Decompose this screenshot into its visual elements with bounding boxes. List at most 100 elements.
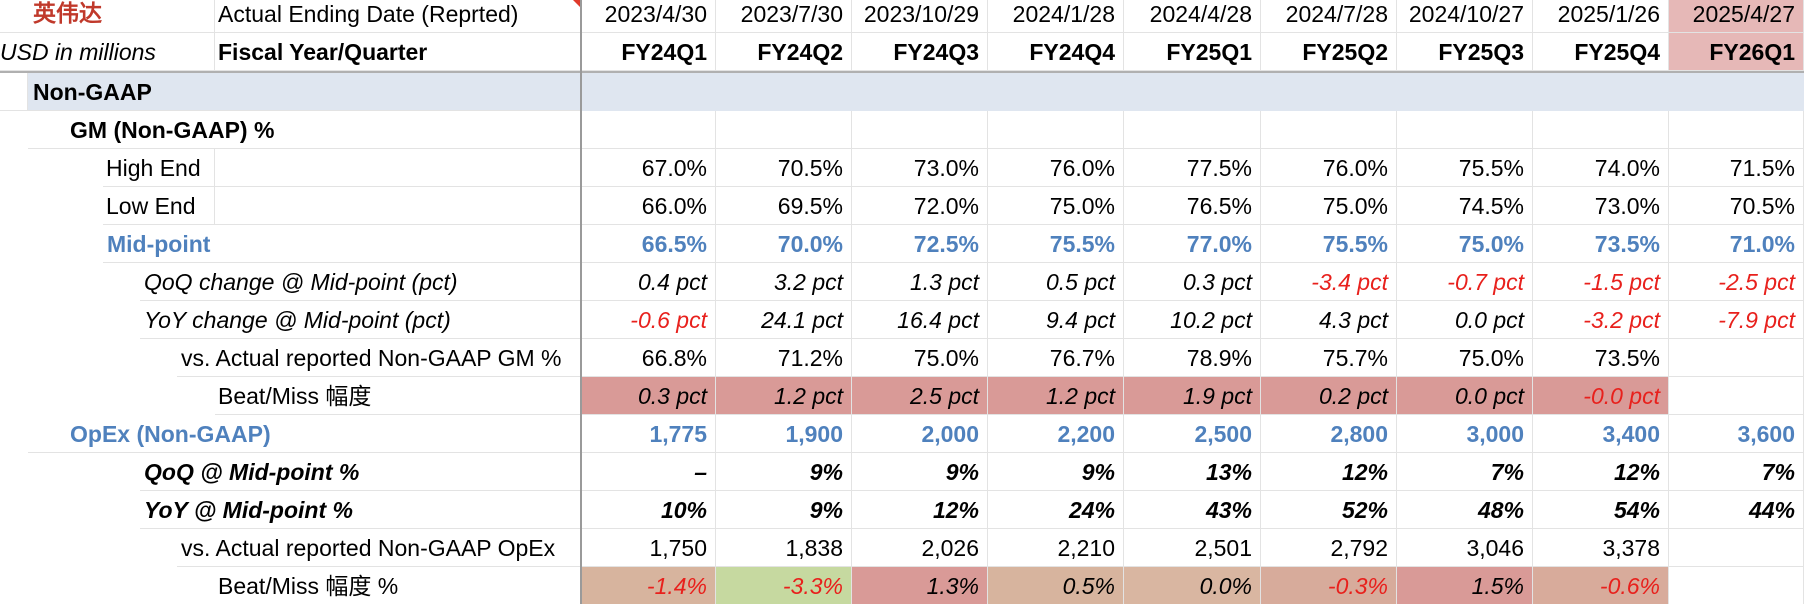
value-cell[interactable]: 71.0% [1669,225,1804,263]
date-label-cell[interactable]: Actual Ending Date (Reprted) [215,0,582,33]
row-label-cell[interactable]: vs. Actual reported Non-GAAP OpEx [177,529,582,567]
row-label-cell[interactable]: Beat/Miss 幅度 [215,377,582,415]
section-label-cell[interactable]: Non-GAAP [28,73,582,111]
value-cell[interactable]: 9% [988,453,1124,491]
row-label-cell[interactable]: vs. Actual reported Non-GAAP GM % [177,339,582,377]
value-cell[interactable]: 0.0% [1124,567,1261,604]
value-cell[interactable]: 0.3 pct [1124,263,1261,301]
brand-cell[interactable]: 英伟达 [0,0,215,33]
quarter-cell[interactable]: FY26Q1 [1669,33,1804,71]
value-cell[interactable]: -0.6% [1533,567,1669,604]
value-cell[interactable]: 1,750 [582,529,716,567]
value-cell[interactable]: 73.5% [1533,225,1669,263]
date-cell[interactable]: 2025/4/27 [1669,0,1804,33]
value-cell[interactable]: 2,800 [1261,415,1397,453]
value-cell[interactable]: 3,400 [1533,415,1669,453]
unit-label-cell[interactable]: USD in millions [0,33,215,71]
value-cell[interactable] [852,111,988,149]
value-cell[interactable]: 1,775 [582,415,716,453]
value-cell[interactable]: 0.4 pct [582,263,716,301]
value-cell[interactable]: 75.0% [1397,225,1533,263]
date-cell[interactable]: 2025/1/26 [1533,0,1669,33]
value-cell[interactable] [988,111,1124,149]
value-cell[interactable]: 2,792 [1261,529,1397,567]
value-cell[interactable]: 75.7% [1261,339,1397,377]
value-cell[interactable]: 12% [1533,453,1669,491]
quarter-cell[interactable]: FY25Q3 [1397,33,1533,71]
value-cell[interactable]: 44% [1669,491,1804,529]
value-cell[interactable]: 77.0% [1124,225,1261,263]
value-cell[interactable]: 0.0 pct [1397,301,1533,339]
value-cell[interactable]: 9% [852,453,988,491]
value-cell[interactable]: 10.2 pct [1124,301,1261,339]
value-cell[interactable]: 74.5% [1397,187,1533,225]
value-cell[interactable]: 7% [1397,453,1533,491]
value-cell[interactable]: 16.4 pct [852,301,988,339]
row-label-cell[interactable]: YoY change @ Mid-point (pct) [140,301,582,339]
value-cell[interactable]: 2,000 [852,415,988,453]
value-cell[interactable]: 2,501 [1124,529,1261,567]
value-cell[interactable]: -0.7 pct [1397,263,1533,301]
value-cell[interactable]: 70.0% [716,225,852,263]
quarter-cell[interactable]: FY25Q4 [1533,33,1669,71]
value-cell[interactable]: 76.0% [988,149,1124,187]
row-gutter-cell[interactable] [0,73,28,111]
date-cell[interactable]: 2024/4/28 [1124,0,1261,33]
value-cell[interactable]: 66.5% [582,225,716,263]
value-cell[interactable]: 9% [716,491,852,529]
value-cell[interactable]: 67.0% [582,149,716,187]
value-cell[interactable]: 75.0% [1261,187,1397,225]
value-cell[interactable]: 1.5% [1397,567,1533,604]
value-cell[interactable]: 7% [1669,453,1804,491]
value-cell[interactable] [716,111,852,149]
value-cell[interactable] [1124,111,1261,149]
row-label-cell[interactable]: QoQ @ Mid-point % [140,453,582,491]
value-cell[interactable]: 0.3 pct [582,377,716,415]
value-cell[interactable] [1669,111,1804,149]
quarter-cell[interactable]: FY24Q4 [988,33,1124,71]
value-cell[interactable]: 74.0% [1533,149,1669,187]
value-cell[interactable]: 1,838 [716,529,852,567]
value-cell[interactable]: 9% [716,453,852,491]
date-cell[interactable]: 2024/10/27 [1397,0,1533,33]
value-cell[interactable]: 0.5 pct [988,263,1124,301]
value-cell[interactable]: 1.2 pct [988,377,1124,415]
quarter-cell[interactable]: FY24Q1 [582,33,716,71]
value-cell[interactable]: -3.3% [716,567,852,604]
value-cell[interactable]: 75.5% [988,225,1124,263]
quarter-cell[interactable]: FY24Q3 [852,33,988,71]
value-cell[interactable]: 73.0% [852,149,988,187]
value-cell[interactable]: 2,026 [852,529,988,567]
row-label-cell[interactable]: Low End [103,187,215,225]
value-cell[interactable] [1669,377,1804,415]
value-cell[interactable]: 9.4 pct [988,301,1124,339]
value-cell[interactable]: -7.9 pct [1669,301,1804,339]
value-cell[interactable]: -1.5 pct [1533,263,1669,301]
value-cell[interactable]: 52% [1261,491,1397,529]
quarter-cell[interactable]: FY25Q1 [1124,33,1261,71]
row-label-cell[interactable]: Mid-point [103,225,582,263]
value-cell[interactable]: 2,200 [988,415,1124,453]
value-cell[interactable]: 78.9% [1124,339,1261,377]
empty-cell[interactable] [215,149,582,187]
date-cell[interactable]: 2023/10/29 [852,0,988,33]
value-cell[interactable]: – [582,453,716,491]
date-cell[interactable]: 2023/4/30 [582,0,716,33]
row-label-cell[interactable]: High End [103,149,215,187]
value-cell[interactable]: 66.8% [582,339,716,377]
value-cell[interactable]: 76.0% [1261,149,1397,187]
value-cell[interactable]: -0.6 pct [582,301,716,339]
value-cell[interactable]: 73.0% [1533,187,1669,225]
value-cell[interactable]: 72.0% [852,187,988,225]
value-cell[interactable]: 3,600 [1669,415,1804,453]
row-label-cell[interactable]: GM (Non-GAAP) % [28,111,582,149]
value-cell[interactable]: 1.3% [852,567,988,604]
value-cell[interactable]: -0.3% [1261,567,1397,604]
value-cell[interactable]: -0.0 pct [1533,377,1669,415]
value-cell[interactable]: 43% [1124,491,1261,529]
value-cell[interactable]: 75.0% [988,187,1124,225]
value-cell[interactable]: 3,000 [1397,415,1533,453]
value-cell[interactable]: 12% [1261,453,1397,491]
date-cell[interactable]: 2024/1/28 [988,0,1124,33]
value-cell[interactable] [1397,111,1533,149]
